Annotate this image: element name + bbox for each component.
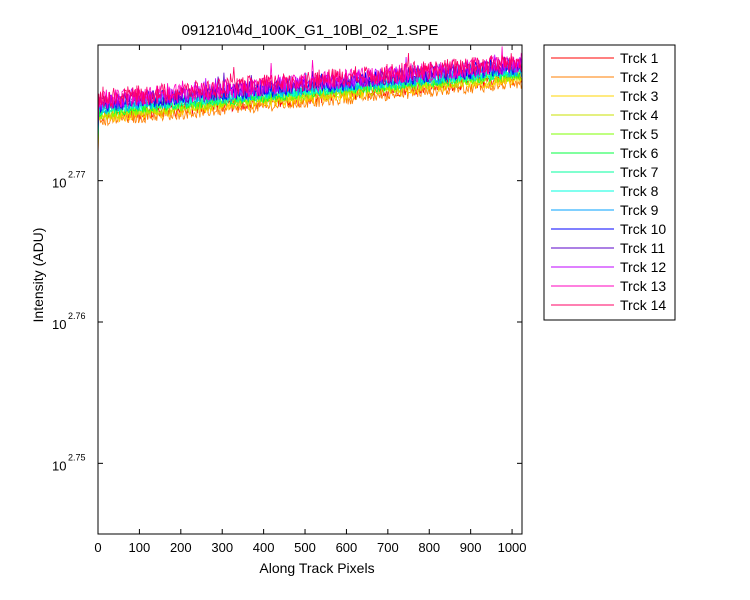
series-line-trck-14: [97, 52, 523, 123]
series-line-trck-2: [97, 77, 523, 157]
y-axis-label: Intensity (ADU): [30, 228, 46, 323]
legend-label: Trck 14: [620, 297, 666, 313]
legend: Trck 1 Trck 2 Trck 3 Trck 4 Trck 5 Trck 6 Trck…: [543, 44, 676, 321]
legend-label: Trck 1: [620, 50, 659, 66]
x-tick-label: 400: [253, 540, 275, 555]
x-tick-label: 600: [336, 540, 358, 555]
y-tick-exponent: 2.75: [68, 452, 86, 462]
legend-label: Trck 3: [620, 88, 659, 104]
x-tick-label: 1000: [498, 540, 527, 555]
y-tick-exponent: 2.77: [68, 170, 86, 180]
x-tick-label: 300: [211, 540, 233, 555]
legend-label: Trck 5: [620, 126, 659, 142]
plot-area: 0 100 200 300 400 500 600 700 800 900 1000 102.751…: [52, 44, 527, 555]
legend-label: Trck 8: [620, 183, 659, 199]
plot-background: [98, 45, 522, 534]
legend-label: Trck 13: [620, 278, 666, 294]
series-line-trck-1: [97, 72, 523, 160]
x-tick-label: 900: [460, 540, 482, 555]
plot-frame: [97, 44, 523, 535]
legend-label: Trck 9: [620, 202, 659, 218]
x-tick-label: 500: [294, 540, 316, 555]
x-tick-label: 0: [94, 540, 101, 555]
x-axis-ticks: 0 100 200 300 400 500 600 700 800 900 1000: [94, 45, 527, 555]
chart-title: 091210\4d_100K_G1_10Bl_02_1.SPE: [182, 22, 439, 39]
y-tick-label: 10: [52, 458, 66, 473]
legend-label: Trck 4: [620, 107, 659, 123]
legend-label: Trck 2: [620, 69, 659, 85]
y-tick-label: 10: [52, 176, 66, 191]
legend-label: Trck 10: [620, 221, 666, 237]
x-axis-label: Along Track Pixels: [259, 560, 374, 576]
legend-label: Trck 12: [620, 259, 666, 275]
legend-label: Trck 7: [620, 164, 659, 180]
x-tick-label: 700: [377, 540, 399, 555]
y-tick-exponent: 2.76: [68, 311, 86, 321]
x-tick-label: 200: [170, 540, 192, 555]
legend-box: [543, 44, 676, 321]
legend-label: Trck 6: [620, 145, 659, 161]
series-line-trck-3: [97, 73, 523, 154]
x-tick-label: 800: [418, 540, 440, 555]
series-layer: [97, 46, 523, 160]
legend-label: Trck 11: [620, 240, 665, 256]
x-tick-label: 100: [129, 540, 151, 555]
y-tick-label: 10: [52, 317, 66, 332]
